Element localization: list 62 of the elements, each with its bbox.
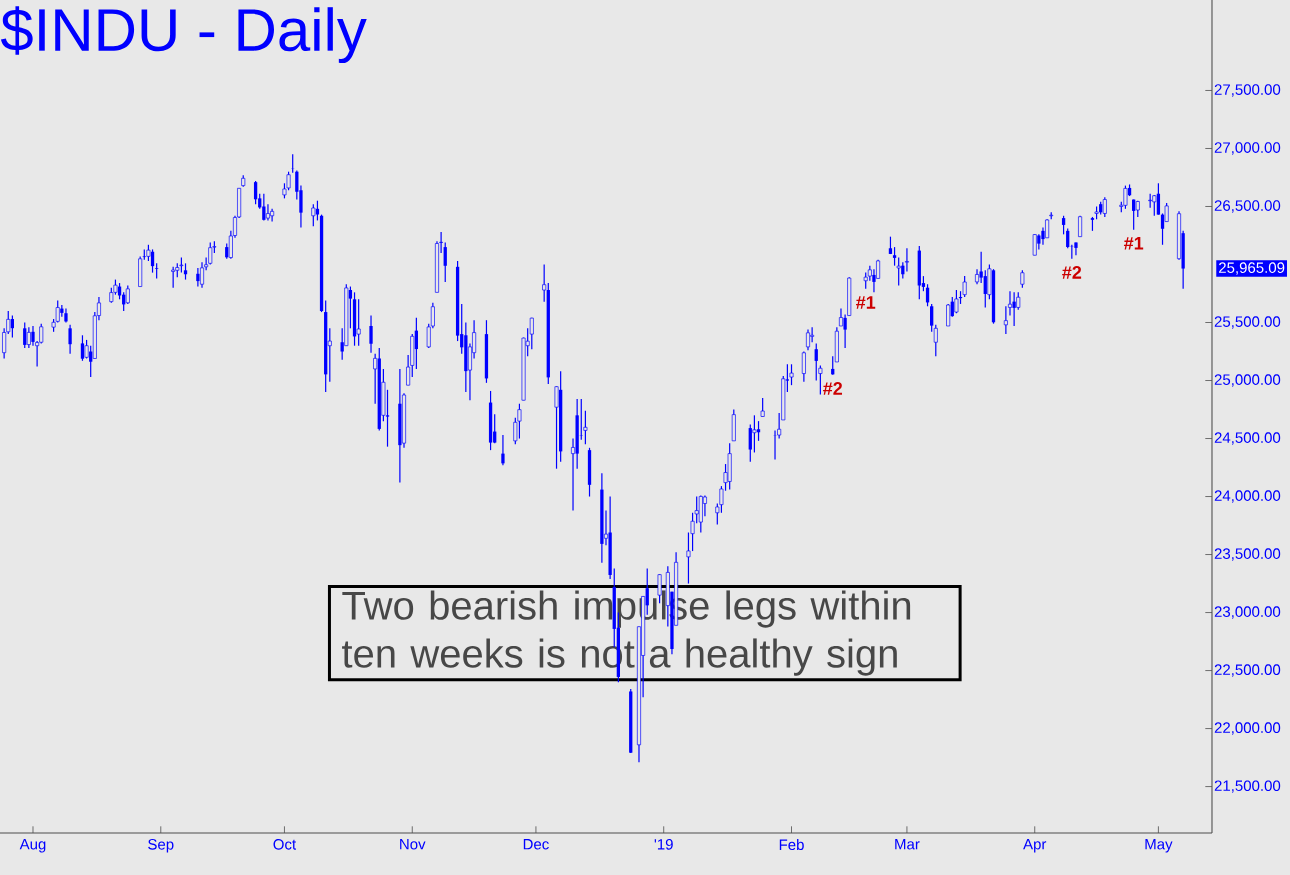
candlestick: [315, 200, 320, 222]
x-tick-label: Mar: [895, 839, 920, 850]
candlestick: [904, 247, 909, 273]
annotation: #1: [856, 296, 876, 309]
y-tick-label: 25,000.00: [1214, 374, 1281, 387]
x-tick-label: May: [1145, 839, 1173, 853]
candlestick: [171, 266, 176, 289]
y-tick-label: 24,500.00: [1214, 432, 1281, 445]
y-tick-label: 22,000.00: [1214, 722, 1281, 735]
candlestick: [10, 314, 15, 339]
candlestick: [501, 434, 505, 466]
x-tick-label: Dec: [523, 839, 549, 850]
candlestick: [68, 324, 72, 355]
x-tick-label: Feb: [779, 839, 804, 851]
x-tick-label: Aug: [19, 839, 46, 853]
candlestick: [892, 246, 897, 267]
candlestick: [529, 317, 534, 350]
candlestick: [1156, 182, 1161, 216]
y-tick-label: 27,500.00: [1214, 84, 1281, 97]
y-tick-label: 23,500.00: [1214, 548, 1281, 561]
candlestick: [26, 326, 31, 349]
candlestick: [270, 208, 275, 223]
x-tick-label: Oct: [273, 839, 297, 850]
candlestick: [369, 314, 373, 354]
annotation: #2: [1062, 266, 1082, 279]
candlestick: [760, 397, 765, 418]
y-tick-label: 25,500.00: [1214, 316, 1281, 329]
candlestick: [1003, 305, 1008, 335]
x-tick-label: Nov: [400, 839, 426, 850]
candlestick: [806, 328, 810, 351]
candlestick: [356, 298, 361, 347]
annotation: 25,965.09: [1219, 262, 1285, 275]
y-tick-label: 23,000.00: [1214, 606, 1281, 619]
candlestick: [311, 203, 316, 227]
candlestick: [517, 403, 522, 440]
annotation: #2: [823, 382, 843, 395]
x-tick-label: Sep: [148, 839, 174, 853]
y-tick-label: 26,500.00: [1214, 200, 1281, 213]
candlestick: [23, 321, 27, 349]
candlestick: [1123, 185, 1128, 210]
candlestick: [756, 420, 761, 442]
candlestick: [262, 193, 266, 222]
candlestick: [752, 414, 757, 454]
candlestick: [265, 203, 270, 222]
annotation: #1: [1123, 237, 1144, 250]
candlestick: [196, 267, 200, 288]
y-tick-label: 27,000.00: [1214, 142, 1281, 155]
x-tick-label: '19: [654, 839, 673, 850]
candlestick: [1061, 215, 1066, 235]
candlestick: [801, 350, 806, 383]
candlestick: [200, 261, 204, 289]
x-tick-label: Apr: [1023, 839, 1047, 853]
candlestick: [125, 284, 130, 305]
chart-title: $INDU - Daily: [0, 6, 367, 64]
candlestick: [1066, 227, 1070, 249]
candlestick: [1032, 233, 1037, 256]
y-tick-label: 24,000.00: [1214, 490, 1281, 503]
candlestick: [443, 241, 447, 283]
candlestick: [80, 334, 85, 362]
y-tick-label: 21,500.00: [1214, 780, 1281, 793]
y-tick-label: 22,500.00: [1214, 664, 1281, 677]
candlestick: [1074, 241, 1078, 256]
